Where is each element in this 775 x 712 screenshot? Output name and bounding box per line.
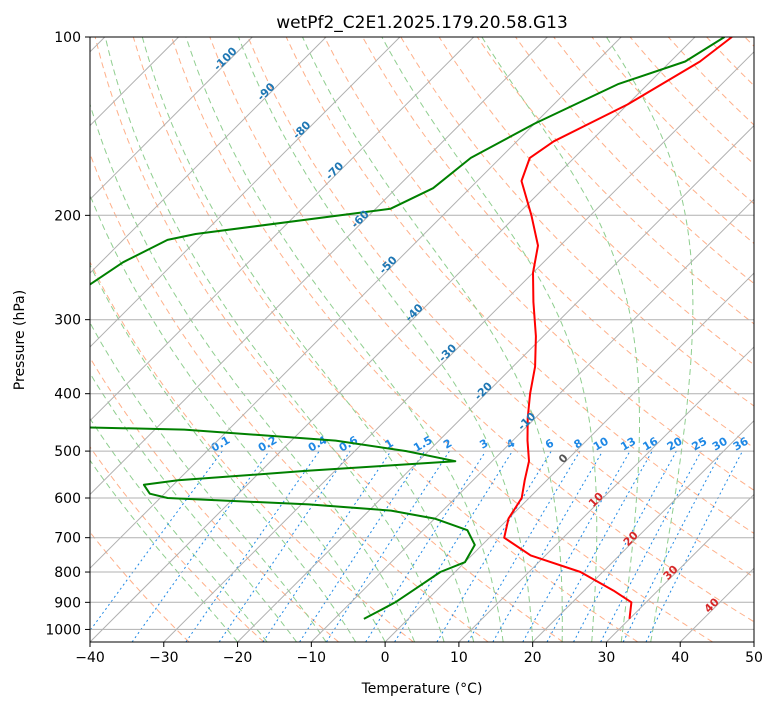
mixing-ratio-line	[82, 451, 223, 642]
mixing-ratio-line	[574, 451, 677, 642]
temperature-profile-line	[504, 37, 732, 619]
x-tick-label: 50	[745, 650, 763, 666]
moist-adiabat-line	[186, 37, 503, 642]
moist-adiabat-line	[606, 37, 693, 642]
dry-adiabat-line	[0, 37, 189, 642]
isotherm-grid-line	[533, 37, 775, 642]
x-tick-label: −10	[297, 650, 327, 666]
moist-adiabat-line	[0, 37, 238, 642]
isotherm-label: -10	[515, 410, 538, 433]
dry-adiabat-line	[516, 37, 775, 642]
isotherm-label: -20	[472, 379, 495, 402]
mixing-ratio-line	[523, 451, 630, 642]
dry-adiabat-line	[745, 37, 775, 642]
dry-adiabat-line	[363, 37, 775, 642]
isotherm-label: -80	[290, 118, 313, 141]
y-axis-label: Pressure (hPa)	[12, 290, 28, 390]
x-tick-label: 40	[671, 650, 689, 666]
y-tick-label: 200	[54, 208, 81, 224]
isotherm-label: 10	[586, 490, 606, 510]
moist-adiabat-line	[105, 37, 444, 642]
y-tick-label: 500	[54, 444, 81, 460]
y-tick-label: 900	[54, 595, 81, 611]
chart-title: wetPf2_C2E1.2025.179.20.58.G13	[276, 13, 568, 33]
isotherm-grid-line	[311, 37, 775, 642]
x-tick-label: −20	[223, 650, 253, 666]
dry-adiabat-line	[707, 37, 775, 642]
mixing-ratio-label: 2	[441, 437, 454, 452]
y-tick-label: 100	[54, 30, 81, 46]
x-axis-label: Temperature (°C)	[361, 681, 483, 697]
isotherm-grid-line	[164, 37, 769, 642]
x-tick-label: −40	[75, 650, 105, 666]
y-tick-label: 800	[54, 565, 81, 581]
y-tick-label: 700	[54, 531, 81, 547]
grid-lines	[0, 37, 775, 642]
y-tick-label: 1000	[45, 622, 81, 638]
mixing-ratio-line	[547, 451, 652, 642]
x-tick-label: 30	[598, 650, 616, 666]
y-tick-label: 300	[54, 313, 81, 329]
dry-adiabat-line	[439, 37, 775, 642]
dry-adiabat-line	[133, 37, 638, 642]
moist-adiabat-line	[73, 37, 414, 642]
dry-adiabat-line	[554, 37, 775, 642]
isotherm-label: -40	[403, 301, 426, 324]
x-tick-label: −30	[149, 650, 179, 666]
isotherm-grid-line	[90, 37, 695, 642]
mixing-ratio-line	[646, 451, 743, 642]
isotherm-label: 20	[621, 529, 641, 549]
mixing-ratio-line	[219, 451, 350, 642]
dry-adiabats	[0, 37, 775, 642]
mixing-ratio-line	[300, 451, 425, 642]
moist-adiabat-line	[239, 37, 533, 642]
mixing-ratio-line	[326, 451, 449, 642]
dry-adiabat-line	[0, 37, 264, 642]
isotherm-grid-line	[0, 37, 547, 642]
moist-adiabat-line	[0, 37, 297, 642]
moist-adiabat-line	[382, 37, 597, 642]
x-tick-label: 0	[381, 650, 390, 666]
isotherm-grid-line	[0, 37, 400, 642]
moist-adiabat-line	[0, 37, 326, 642]
isotherm-grid-line	[16, 37, 621, 642]
mixing-ratio-label: 6	[543, 436, 556, 451]
mixing-ratio-line	[366, 451, 486, 642]
isotherm-label: 30	[661, 562, 681, 582]
mixing-ratio-line	[263, 451, 391, 642]
y-tick-label: 400	[54, 387, 81, 403]
isotherm-grid-line	[754, 37, 775, 642]
x-tick-label: 10	[450, 650, 468, 666]
isotherm-grid-line	[0, 37, 252, 642]
dry-adiabat-line	[592, 37, 775, 642]
axes: −40 −30 −20 −10 0 10 20 30 40 50 100 200 300 400 500 60…	[45, 30, 763, 666]
dry-adiabat-line	[0, 37, 339, 642]
moist-adiabat-line	[0, 37, 267, 642]
profile-series	[0, 37, 732, 619]
isotherm-grid-line	[680, 37, 775, 642]
dry-adiabat-line	[668, 37, 775, 642]
dry-adiabat-line	[57, 37, 488, 642]
x-tick-label: 20	[524, 650, 542, 666]
isotherm-label: -70	[323, 159, 346, 182]
moist-adiabats	[0, 37, 693, 642]
isotherm-grid-line	[0, 37, 326, 642]
isotherm-grid-line	[459, 37, 775, 642]
mixing-ratio-label: 4	[504, 436, 517, 451]
y-tick-label: 600	[54, 491, 81, 507]
isotherm-label: -100	[211, 44, 240, 73]
mixing-ratio-line	[601, 451, 702, 642]
dry-adiabat-line	[630, 37, 775, 642]
isotherm-label: 40	[702, 595, 722, 615]
dry-adiabat-line	[19, 37, 414, 642]
